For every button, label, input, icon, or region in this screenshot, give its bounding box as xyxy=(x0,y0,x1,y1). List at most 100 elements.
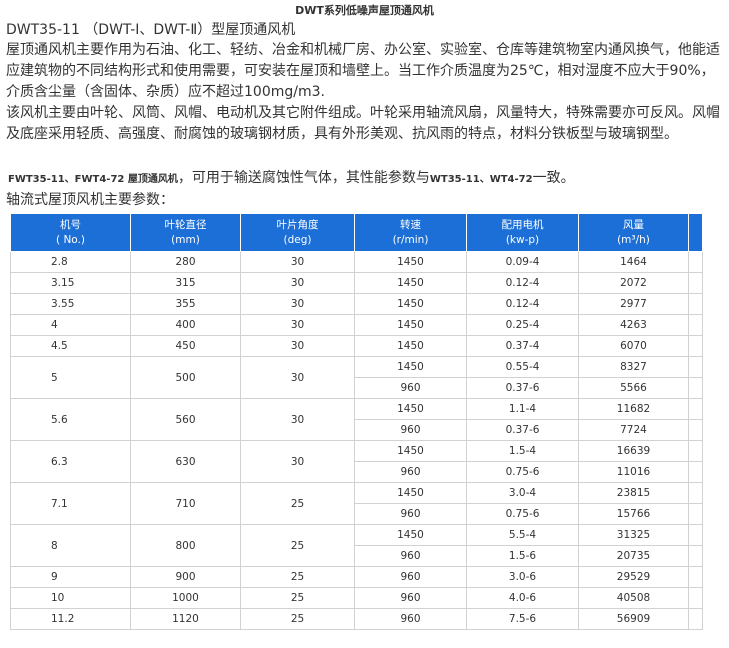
cell-blade-angle: 30 xyxy=(240,356,355,399)
header-label: 机号 xyxy=(60,218,81,231)
header-unit: (r/min) xyxy=(392,233,429,246)
wt-models: WT35-11、WT4-72 xyxy=(429,174,533,185)
table-row: 11.2 1120 25 960 7.5-6 56909 xyxy=(10,608,703,630)
cell-blade-angle: 30 xyxy=(240,314,355,336)
cell-speed: 1450 xyxy=(354,440,467,462)
cell-motor: 4.0-6 xyxy=(466,587,579,609)
cell-model-no: 3.55 xyxy=(10,293,131,315)
cell-airflow: 4263 xyxy=(578,314,689,336)
cell-speed: 960 xyxy=(354,608,467,630)
cell-impeller-diameter: 355 xyxy=(130,293,241,315)
cell-spacer xyxy=(688,356,703,378)
cell-motor: 3.0-4 xyxy=(466,482,579,504)
cell-blade-angle: 30 xyxy=(240,251,355,273)
cell-impeller-diameter: 630 xyxy=(130,440,241,483)
cell-impeller-diameter: 900 xyxy=(130,566,241,588)
table-row: 6.3 630 30 1450 1.5-4 16639 xyxy=(10,440,703,483)
cell-motor: 3.0-6 xyxy=(466,566,579,588)
cell-airflow: 20735 xyxy=(578,545,689,567)
cell-motor: 1.5-6 xyxy=(466,545,579,567)
cell-impeller-diameter: 560 xyxy=(130,398,241,441)
cell-blade-angle: 25 xyxy=(240,482,355,525)
header-blade-angle: 叶片角度 (deg) xyxy=(240,213,355,252)
cell-speed: 960 xyxy=(354,587,467,609)
cell-spacer xyxy=(688,587,703,609)
cell-spacer xyxy=(688,608,703,630)
table-row: 2.8 280 30 1450 0.09-4 1464 xyxy=(10,251,703,273)
cell-motor: 0.75-6 xyxy=(466,461,579,483)
header-unit: (m³/h) xyxy=(617,233,650,246)
cell-airflow: 40508 xyxy=(578,587,689,609)
cell-blade-angle: 25 xyxy=(240,524,355,567)
cell-impeller-diameter: 280 xyxy=(130,251,241,273)
cell-spacer xyxy=(688,482,703,504)
cell-impeller-diameter: 1000 xyxy=(130,587,241,609)
cell-spacer xyxy=(688,335,703,357)
cell-speed: 1450 xyxy=(354,356,467,378)
cell-airflow: 16639 xyxy=(578,440,689,462)
cell-blade-angle: 25 xyxy=(240,587,355,609)
fan-spec-table: 机号 ( No.) 叶轮直径 (mm) 叶片角度 (deg) 转速 (r/min) 配用电机 (k… xyxy=(10,213,703,630)
cell-speed: 1450 xyxy=(354,272,467,294)
cell-speed: 960 xyxy=(354,503,467,525)
table-row: 4.5 450 30 1450 0.37-4 6070 xyxy=(10,335,703,357)
cell-model-no: 7.1 xyxy=(10,482,131,525)
cell-model-no: 4 xyxy=(10,314,131,336)
cell-airflow: 8327 xyxy=(578,356,689,378)
cell-speed: 960 xyxy=(354,377,467,399)
cell-blade-angle: 30 xyxy=(240,335,355,357)
cell-motor: 7.5-6 xyxy=(466,608,579,630)
table-row: 3.55 355 30 1450 0.12-4 2977 xyxy=(10,293,703,315)
cell-airflow: 5566 xyxy=(578,377,689,399)
cell-airflow: 2072 xyxy=(578,272,689,294)
header-unit: (kw-p) xyxy=(505,233,540,246)
cell-motor: 0.12-4 xyxy=(466,293,579,315)
intro-paragraph: 屋顶通风机主要作用为石油、化工、轻纺、冶金和机械厂房、办公室、实验室、仓库等建筑… xyxy=(6,42,720,100)
cell-impeller-diameter: 400 xyxy=(130,314,241,336)
cell-spacer xyxy=(688,440,703,462)
structure-paragraph: 该风机主要由叶轮、风筒、风帽、电动机及其它附件组成。叶轮采用轴流风扇，风量特大，… xyxy=(6,105,720,142)
table-row: 5 500 30 1450 0.55-4 8327 xyxy=(10,356,703,399)
cell-impeller-diameter: 710 xyxy=(130,482,241,525)
fwt-paragraph: FWT35-11、FWT4-72 屋顶通风机，可用于输送腐蚀性气体，其性能参数与… xyxy=(8,167,575,187)
cell-motor: 0.25-4 xyxy=(466,314,579,336)
cell-speed: 1450 xyxy=(354,335,467,357)
cell-airflow: 31325 xyxy=(578,524,689,546)
cell-blade-angle: 30 xyxy=(240,440,355,483)
cell-speed: 1450 xyxy=(354,482,467,504)
cell-spacer xyxy=(688,377,703,399)
cell-blade-angle: 25 xyxy=(240,608,355,630)
cell-model-no: 2.8 xyxy=(10,251,131,273)
cell-speed: 1450 xyxy=(354,293,467,315)
cell-model-no: 9 xyxy=(10,566,131,588)
cell-speed: 960 xyxy=(354,461,467,483)
cell-speed: 1450 xyxy=(354,524,467,546)
cell-airflow: 56909 xyxy=(578,608,689,630)
cell-model-no: 4.5 xyxy=(10,335,131,357)
cell-speed: 960 xyxy=(354,566,467,588)
cell-impeller-diameter: 450 xyxy=(130,335,241,357)
cell-impeller-diameter: 315 xyxy=(130,272,241,294)
cell-airflow: 2977 xyxy=(578,293,689,315)
cell-airflow: 11682 xyxy=(578,398,689,420)
cell-motor: 5.5-4 xyxy=(466,524,579,546)
cell-spacer xyxy=(688,398,703,420)
cell-motor: 0.75-6 xyxy=(466,503,579,525)
cell-spacer xyxy=(688,272,703,294)
fwt-text: ，可用于输送腐蚀性气体，其性能参数与 xyxy=(177,170,430,186)
cell-blade-angle: 30 xyxy=(240,398,355,441)
cell-speed: 960 xyxy=(354,419,467,441)
header-label: 配用电机 xyxy=(501,218,544,231)
cell-impeller-diameter: 1120 xyxy=(130,608,241,630)
cell-spacer xyxy=(688,545,703,567)
cell-blade-angle: 30 xyxy=(240,272,355,294)
header-speed: 转速 (r/min) xyxy=(354,213,467,252)
cell-spacer xyxy=(688,503,703,525)
header-model-no: 机号 ( No.) xyxy=(10,213,131,252)
cell-model-no: 5.6 xyxy=(10,398,131,441)
cell-airflow: 1464 xyxy=(578,251,689,273)
cell-motor: 0.12-4 xyxy=(466,272,579,294)
cell-speed: 1450 xyxy=(354,314,467,336)
cell-blade-angle: 25 xyxy=(240,566,355,588)
cell-spacer xyxy=(688,293,703,315)
